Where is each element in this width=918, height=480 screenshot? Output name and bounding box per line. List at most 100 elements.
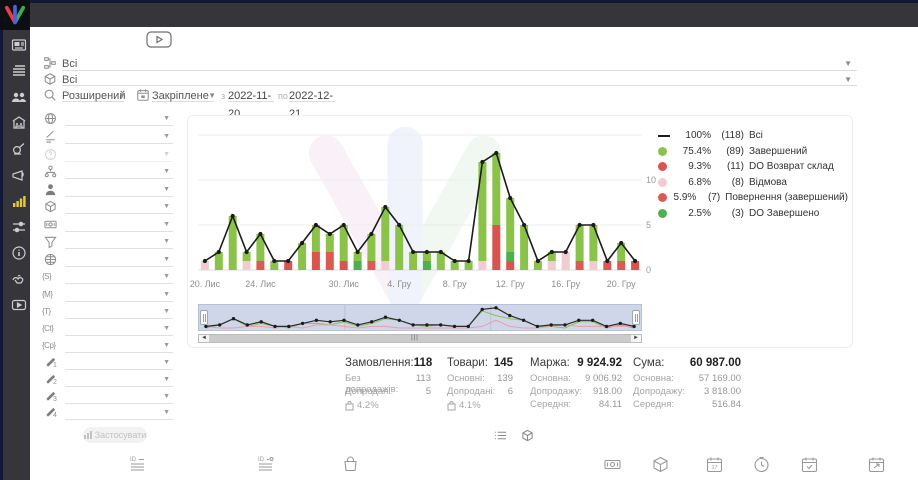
chevron-down-icon: ▼ bbox=[163, 221, 170, 228]
legend-item[interactable]: 6.8% (8) Відмова bbox=[658, 175, 848, 191]
info-icon[interactable] bbox=[10, 244, 27, 261]
stat-sub-label: Основна: bbox=[530, 373, 571, 384]
filter-row-hierarchy[interactable]: ▼ bbox=[44, 165, 174, 181]
dashboard-card-icon[interactable] bbox=[10, 36, 27, 53]
settings-sliders-icon[interactable] bbox=[10, 218, 27, 235]
list-view-icon[interactable] bbox=[494, 429, 508, 443]
calendar-icon bbox=[136, 88, 150, 107]
cart-icon[interactable] bbox=[10, 140, 27, 157]
stat-label: Маржа: bbox=[530, 357, 570, 369]
calendar-date-icon[interactable]: 17 bbox=[706, 456, 724, 474]
legend-dot-swatch bbox=[658, 193, 670, 203]
upsell-rate: 4.2% bbox=[357, 400, 379, 411]
chevron-down-icon: ▼ bbox=[163, 273, 170, 280]
legend-label: Відмова bbox=[749, 176, 787, 188]
utm-campaign-icon: {Cp} bbox=[42, 341, 56, 350]
chevron-down-icon: ▼ bbox=[163, 256, 170, 263]
custom-field-number: 2 bbox=[53, 379, 57, 386]
analytics-bars-icon[interactable] bbox=[10, 192, 27, 209]
product-view-icon[interactable] bbox=[521, 429, 535, 443]
legend-item[interactable]: 2.5% (3) DO Завершено bbox=[658, 206, 848, 222]
navigator-left-handle[interactable] bbox=[200, 310, 208, 325]
bag-icon[interactable] bbox=[342, 456, 360, 474]
legend-count: (7) bbox=[707, 192, 721, 204]
filter-row-custom-1[interactable]: 1 ▼ bbox=[44, 356, 174, 372]
globe-grid-icon bbox=[44, 253, 58, 267]
legend-count: (8) bbox=[731, 176, 744, 188]
filter-row-site[interactable]: ▼ bbox=[44, 253, 174, 269]
x-axis-ticks: 20. Лис 24. Лис 30. Лис 4. Гру 8. Гру 12. Гру… bbox=[190, 279, 642, 291]
stat-sub-value: 6 bbox=[507, 386, 513, 397]
filter-row-utm-content[interactable]: {Ct} ▼ bbox=[42, 322, 174, 338]
search-icon[interactable] bbox=[43, 88, 57, 107]
order-id-alt-list-icon[interactable]: ID bbox=[258, 456, 276, 474]
order-id-list-icon[interactable]: ID bbox=[130, 456, 148, 474]
app-logo[interactable] bbox=[0, 0, 30, 30]
package-icon bbox=[44, 200, 58, 214]
filter-row-custom-4[interactable]: 4 ▼ bbox=[44, 406, 174, 422]
legend-item[interactable]: 100% (118) Всі bbox=[658, 128, 848, 144]
chevron-down-icon: ▼ bbox=[163, 325, 170, 332]
scroll-left-button[interactable]: ◄ bbox=[199, 335, 209, 342]
chevron-down-icon: ▼ bbox=[163, 376, 170, 383]
globe-icon bbox=[44, 112, 58, 126]
package-icon[interactable] bbox=[652, 456, 670, 474]
chevron-down-icon: ▼ bbox=[163, 151, 170, 158]
legend-percent: 5.9% bbox=[673, 192, 697, 204]
legend-item[interactable]: 75.4% (89) Завершений bbox=[658, 144, 848, 160]
filter-row-utm-term[interactable]: {T} ▼ bbox=[42, 305, 174, 321]
period-mode-select[interactable]: Закріплене ▼ bbox=[152, 86, 216, 102]
stat-label: Замовлення: bbox=[345, 357, 414, 369]
play-video-button[interactable] bbox=[146, 31, 172, 48]
filter-row-manager[interactable]: ▼ bbox=[44, 183, 174, 199]
chevron-down-icon: ▼ bbox=[163, 186, 170, 193]
legend-item[interactable]: 9.3% (11) DO Возврат склад bbox=[658, 159, 848, 175]
filter-row-utm-campaign[interactable]: {Cp} ▼ bbox=[42, 339, 174, 355]
utm-source-icon: {S} bbox=[42, 272, 52, 281]
stat-sub-value: 5 bbox=[425, 386, 431, 397]
video-tutorials-icon[interactable] bbox=[10, 296, 27, 313]
calendar-export-icon[interactable] bbox=[868, 456, 886, 474]
filter-row-product[interactable]: ▼ bbox=[44, 200, 174, 216]
megaphone-icon[interactable] bbox=[10, 166, 27, 183]
chart-scrollbar[interactable]: ◄ ► ||| bbox=[198, 334, 642, 343]
store-icon[interactable] bbox=[10, 114, 27, 131]
filter-row-custom-3[interactable]: 3 ▼ bbox=[44, 390, 174, 406]
mini-bars-icon bbox=[83, 431, 92, 439]
stat-sum: Сума: 60 987.00 Основна: 57 169.00 Допрода… bbox=[633, 357, 741, 412]
chevron-down-icon: ▼ bbox=[163, 359, 170, 366]
clock-icon[interactable] bbox=[753, 456, 771, 474]
custom-field-number: 1 bbox=[53, 362, 57, 369]
chevron-down-icon: ▼ bbox=[163, 342, 170, 349]
chart-navigator[interactable] bbox=[198, 304, 642, 331]
orders-list-icon[interactable] bbox=[10, 62, 27, 79]
filter-row-utm-source[interactable]: {S} ▼ bbox=[42, 270, 174, 286]
date-to-input[interactable]: 2022-12-21 bbox=[289, 86, 335, 120]
navigator-right-handle[interactable] bbox=[632, 310, 640, 325]
filter-row-funnel[interactable]: ▼ bbox=[44, 235, 174, 251]
filter-row-help[interactable]: ▼ bbox=[44, 148, 174, 164]
filter-row-utm-medium[interactable]: {M} ▼ bbox=[42, 288, 174, 304]
main-chart[interactable] bbox=[198, 123, 642, 275]
scrollbar-grip[interactable]: ||| bbox=[411, 335, 419, 341]
date-from-input[interactable]: 2022-11-20 bbox=[228, 86, 274, 120]
scroll-right-button[interactable]: ► bbox=[631, 335, 641, 342]
filter-row-status[interactable]: ▼ bbox=[44, 130, 174, 146]
status-filter-select[interactable]: Всі ▼ bbox=[62, 54, 857, 71]
x-tick-label: 24. Лис bbox=[245, 279, 276, 289]
product-filter-select[interactable]: Всі ▼ bbox=[62, 70, 857, 86]
filter-row-custom-2[interactable]: 2 ▼ bbox=[44, 373, 174, 389]
money-icon bbox=[44, 218, 58, 232]
search-mode-select[interactable]: Розширений ▼ bbox=[62, 86, 126, 102]
legend-item[interactable]: 5.9% (7) Повернення (завершений) bbox=[658, 190, 848, 206]
users-icon[interactable] bbox=[10, 88, 27, 105]
apply-button[interactable]: Застосувати bbox=[83, 427, 147, 443]
money-icon[interactable] bbox=[604, 456, 622, 474]
partners-icon[interactable] bbox=[10, 270, 27, 287]
filter-row-payment[interactable]: ▼ bbox=[44, 218, 174, 234]
stat-sub-label: Допродажу: bbox=[633, 386, 686, 397]
calendar-check-icon[interactable] bbox=[801, 456, 819, 474]
legend-percent: 100% bbox=[685, 130, 711, 142]
legend-label: Всі bbox=[749, 130, 763, 142]
filter-row-region[interactable]: ▼ bbox=[44, 112, 174, 128]
